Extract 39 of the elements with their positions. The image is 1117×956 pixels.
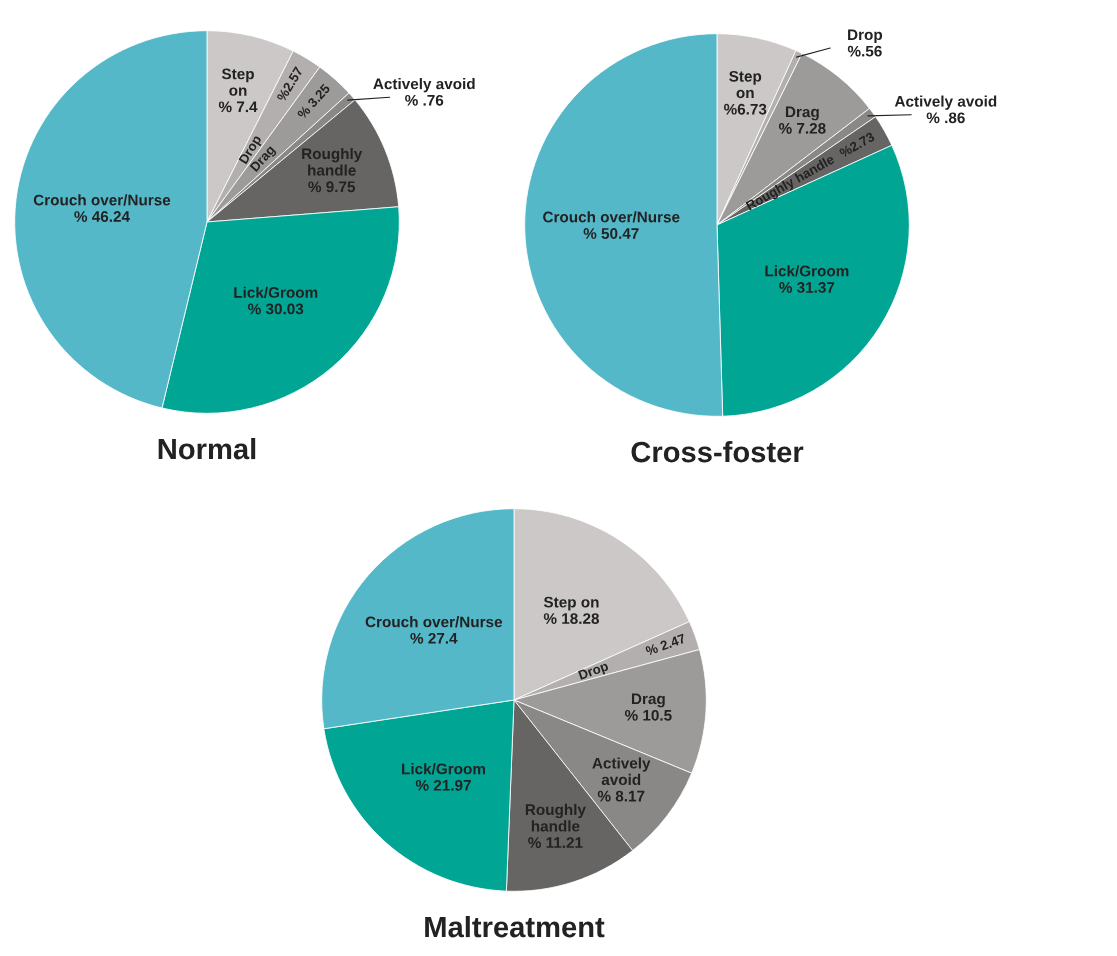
text: Cross-foster <box>631 440 804 463</box>
slice-label: Step on <box>221 68 254 96</box>
slice-label: Crouch over/Nurse <box>33 194 171 206</box>
slice-label: Actively avoid <box>894 95 997 110</box>
data-label: % 9.75 <box>308 181 356 193</box>
slice-label: Step on <box>543 596 599 611</box>
data-label: % 21.97 <box>415 779 471 791</box>
slice-label: Drag <box>785 106 819 121</box>
slice-label: Lick/Groom <box>765 265 849 277</box>
data-label: % .86 <box>926 112 965 124</box>
slice-label: Crouch over/Nurse <box>365 616 503 628</box>
slice-label: Step on <box>729 70 762 99</box>
data-label: % 18.28 <box>543 613 600 624</box>
slice-label: Actively avoid <box>373 78 475 93</box>
slice-label: Drop <box>848 29 883 44</box>
data-label: %.56 <box>847 45 882 57</box>
slice-label: Roughly handle <box>525 803 586 832</box>
data-label: % 31.37 <box>779 282 835 293</box>
slice-label: Roughly handle <box>302 147 363 176</box>
data-label: %6.73 <box>723 103 767 115</box>
text: Normal <box>158 437 256 460</box>
slice-label: Crouch over/Nurse <box>543 211 680 223</box>
data-label: % 46.24 <box>74 211 130 222</box>
slice-label: Drag <box>631 693 665 708</box>
data-label: % 10.5 <box>624 709 672 721</box>
slice-label: Actively avoid <box>592 757 651 786</box>
slice-label: Drop <box>578 661 610 683</box>
data-label: % .76 <box>405 94 444 106</box>
slice-label: Lick/Groom <box>234 286 318 299</box>
data-label: % 27.4 <box>410 632 458 644</box>
data-label: % 7.4 <box>218 101 258 113</box>
data-label: % 8.17 <box>597 790 645 802</box>
data-label: % 50.47 <box>583 228 639 239</box>
data-label: % 30.03 <box>248 303 304 315</box>
slice-label: Lick/Groom <box>402 763 485 775</box>
text: Maltreatment <box>425 915 605 938</box>
data-label: % 7.28 <box>778 122 826 134</box>
data-label: % 11.21 <box>528 837 583 848</box>
data-label: % 2.47 <box>645 633 687 656</box>
